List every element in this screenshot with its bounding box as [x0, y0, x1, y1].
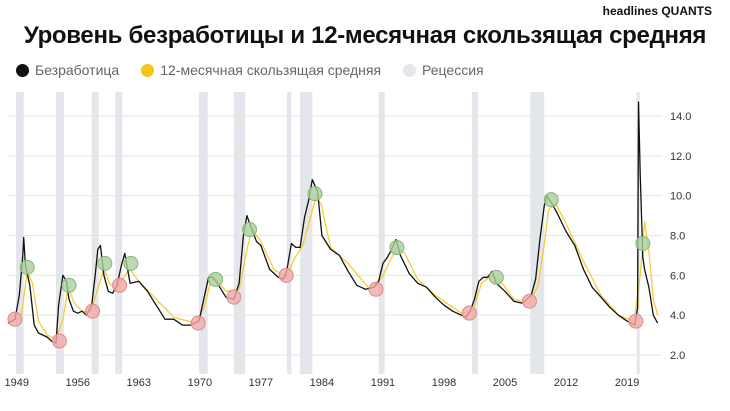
unemployment-line — [7, 101, 659, 344]
recession-band-4 — [198, 92, 208, 374]
high-marker-13 — [307, 186, 323, 202]
x-tick-label: 2005 — [493, 377, 517, 389]
unemployment-series — [7, 101, 659, 344]
legend-label-unemployment: Безработица — [35, 62, 120, 78]
recession-band-0 — [15, 92, 24, 374]
high-marker-17 — [488, 269, 504, 285]
y-tick-label: 6.0 — [670, 270, 685, 282]
low-marker-2 — [51, 333, 67, 349]
low-marker-8 — [190, 315, 206, 331]
low-marker-14 — [368, 281, 384, 297]
legend-item-recession[interactable]: Рецессия — [403, 62, 484, 78]
recession-band-2 — [91, 92, 99, 374]
x-tick-label: 2019 — [615, 377, 639, 389]
x-tick-label: 1970 — [188, 377, 212, 389]
recession-band-9 — [471, 92, 479, 374]
legend-item-moving-average[interactable]: 12-месячная скользящая средняя — [141, 62, 381, 78]
chart-title: Уровень безработицы и 12-месячная скольз… — [23, 22, 707, 49]
x-tick-label: 2012 — [554, 377, 578, 389]
recession-band-6 — [287, 92, 292, 374]
legend-label-moving-average: 12-месячная скользящая средняя — [160, 62, 382, 78]
low-marker-18 — [521, 293, 537, 309]
high-marker-5 — [97, 255, 113, 271]
x-tick-label: 1998 — [432, 377, 456, 389]
unemployment-chart: 14.0 12.0 10.0 8.0 6.0 4.0 2.0 1949 1956 1963 197… — [4, 92, 691, 389]
high-marker-11 — [242, 222, 258, 238]
low-marker-12 — [278, 267, 294, 283]
legend: Безработица 12-месячная скользящая средн… — [16, 62, 506, 78]
legend-swatch-unemployment — [16, 63, 29, 77]
high-marker-9 — [208, 271, 224, 287]
y-tick-label: 2.0 — [670, 350, 685, 362]
low-marker-16 — [461, 305, 477, 321]
recession-band-5 — [233, 92, 246, 374]
legend-label-recession: Рецессия — [422, 62, 484, 78]
high-marker-15 — [389, 239, 405, 255]
low-marker-4 — [85, 303, 101, 319]
x-tick-label: 1977 — [249, 377, 273, 389]
high-marker-21 — [635, 235, 651, 251]
high-marker-19 — [543, 192, 559, 208]
signal-markers — [7, 186, 651, 349]
legend-swatch-recession — [403, 63, 417, 77]
x-tick-label: 1991 — [371, 377, 395, 389]
brand-label: headlines QUANTS — [602, 4, 712, 18]
high-marker-1 — [19, 259, 35, 275]
low-marker-20 — [628, 313, 644, 329]
recession-band-3 — [115, 92, 123, 374]
gridlines — [8, 115, 662, 356]
x-tick-label: 1963 — [127, 377, 151, 389]
recession-band-8 — [378, 92, 385, 374]
low-marker-6 — [112, 277, 128, 293]
x-tick-label: 1956 — [66, 377, 90, 389]
y-tick-label: 8.0 — [670, 231, 685, 243]
recession-band-10 — [530, 92, 545, 374]
high-marker-7 — [123, 255, 139, 271]
legend-swatch-moving-average — [141, 63, 155, 77]
recession-bands — [15, 92, 640, 374]
y-tick-label: 14.0 — [670, 111, 691, 123]
y-tick-label: 4.0 — [670, 310, 685, 322]
legend-item-unemployment[interactable]: Безработица — [16, 62, 119, 78]
y-axis-ticks: 14.0 12.0 10.0 8.0 6.0 4.0 2.0 — [670, 111, 691, 362]
x-axis-ticks: 1949 1956 1963 1970 1977 1984 1991 1998 2005 2012… — [4, 377, 639, 389]
y-tick-label: 12.0 — [670, 151, 691, 163]
low-marker-0 — [7, 311, 23, 327]
x-tick-label: 1984 — [310, 377, 334, 389]
y-tick-label: 10.0 — [670, 191, 691, 203]
low-marker-10 — [226, 289, 242, 305]
recession-band-1 — [55, 92, 64, 374]
high-marker-3 — [61, 277, 77, 293]
x-tick-label: 1949 — [4, 377, 28, 389]
